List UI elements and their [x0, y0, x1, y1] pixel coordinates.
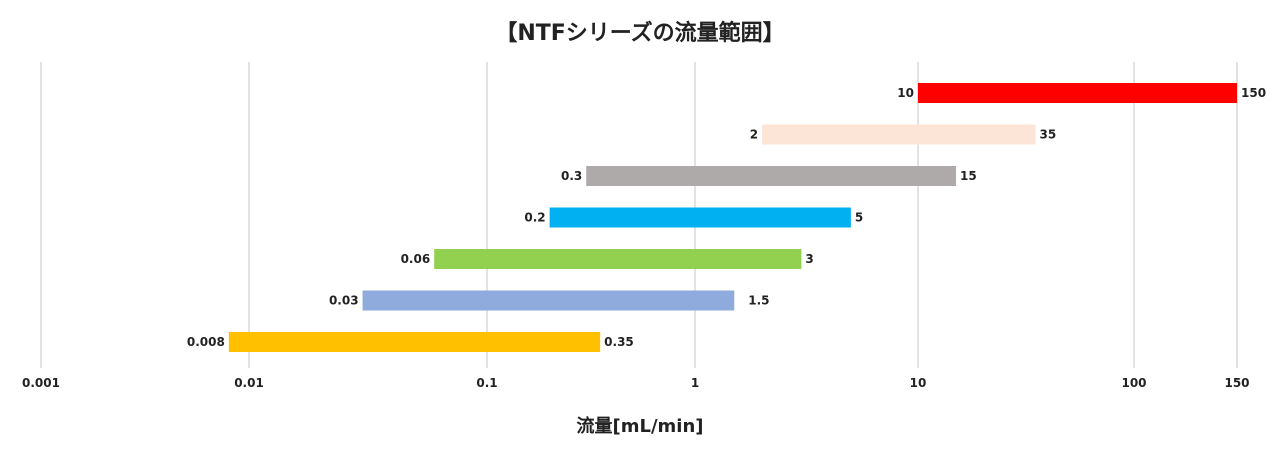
x-tick-label-6: 150 — [1224, 376, 1249, 390]
range-min-label-6: 0.008 — [187, 335, 225, 349]
range-min-label-1: 2 — [750, 128, 758, 142]
range-max-label-5: 1.5 — [748, 294, 769, 308]
range-bar-5 — [362, 290, 735, 311]
x-tick-label-4: 10 — [910, 376, 927, 390]
range-bar-2 — [586, 166, 957, 186]
range-min-label-0: 10 — [897, 86, 914, 100]
range-bars — [228, 83, 1237, 352]
x-axis-ticks: 0.001 0.01 0.1 1 10 100 150 — [22, 376, 1250, 390]
range-bar-4 — [434, 249, 802, 269]
gridlines — [40, 62, 1238, 368]
range-min-label-2: 0.3 — [561, 169, 582, 183]
range-max-label-2: 15 — [960, 169, 977, 183]
x-tick-label-1: 0.01 — [234, 376, 264, 390]
range-max-label-0: 150 — [1241, 86, 1266, 100]
range-bar-1 — [762, 124, 1036, 145]
range-max-label-6: 0.35 — [604, 335, 634, 349]
x-tick-label-3: 1 — [691, 376, 699, 390]
chart-title: 【NTFシリーズの流量範囲】 — [495, 20, 784, 46]
range-min-label-3: 0.2 — [524, 211, 545, 225]
x-axis-label: 流量[mL/min] — [577, 415, 704, 437]
range-min-label-5: 0.03 — [329, 294, 359, 308]
x-tick-label-5: 100 — [1121, 376, 1146, 390]
data-labels: 10 150 2 35 0.3 15 0.2 5 0.06 3 0.03 1.5 0.008 0.35 — [187, 86, 1266, 349]
range-max-label-1: 35 — [1040, 128, 1057, 142]
x-tick-label-0: 0.001 — [22, 376, 60, 390]
range-max-label-4: 3 — [805, 252, 813, 266]
range-bar-6 — [228, 332, 601, 352]
range-max-label-3: 5 — [855, 211, 863, 225]
range-bar-3 — [549, 207, 851, 228]
x-tick-label-2: 0.1 — [476, 376, 497, 390]
range-min-label-4: 0.06 — [401, 252, 431, 266]
range-bar-0 — [918, 83, 1237, 103]
